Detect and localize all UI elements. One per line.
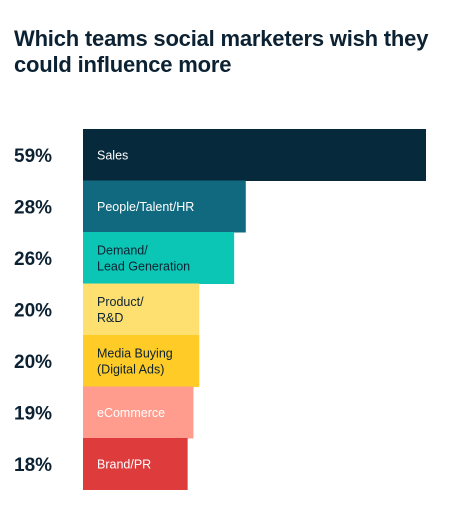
bar <box>83 386 194 439</box>
value-label: 20% <box>14 301 52 322</box>
bar <box>83 232 235 284</box>
value-label: 19% <box>14 404 52 425</box>
value-label: 18% <box>14 455 52 476</box>
bar <box>83 283 200 336</box>
value-label: 59% <box>14 146 52 167</box>
category-label: Brand/PR <box>97 458 151 472</box>
category-label: Media Buying (Digital Ads) <box>97 347 173 377</box>
bar <box>83 180 246 233</box>
category-label: Sales <box>97 149 128 163</box>
bar <box>83 335 200 387</box>
value-label: 20% <box>14 352 52 373</box>
category-label: eCommerce <box>97 406 165 420</box>
chart-title: Which teams social marketers wish they c… <box>14 26 429 77</box>
category-label: Demand/Lead Generation <box>97 244 190 274</box>
bar <box>83 129 426 181</box>
value-label: 26% <box>14 249 52 270</box>
value-label: 28% <box>14 198 52 219</box>
category-label: People/Talent/HR <box>97 200 194 214</box>
category-label: Product/R&D <box>97 295 144 325</box>
bar <box>83 438 188 490</box>
